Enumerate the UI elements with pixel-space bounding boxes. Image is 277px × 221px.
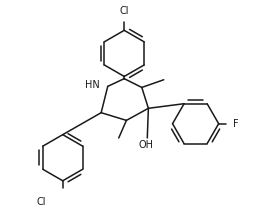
- Text: OH: OH: [139, 139, 154, 150]
- Text: HN: HN: [85, 80, 100, 90]
- Text: F: F: [234, 119, 239, 129]
- Text: Cl: Cl: [119, 6, 129, 15]
- Text: Cl: Cl: [37, 197, 46, 207]
